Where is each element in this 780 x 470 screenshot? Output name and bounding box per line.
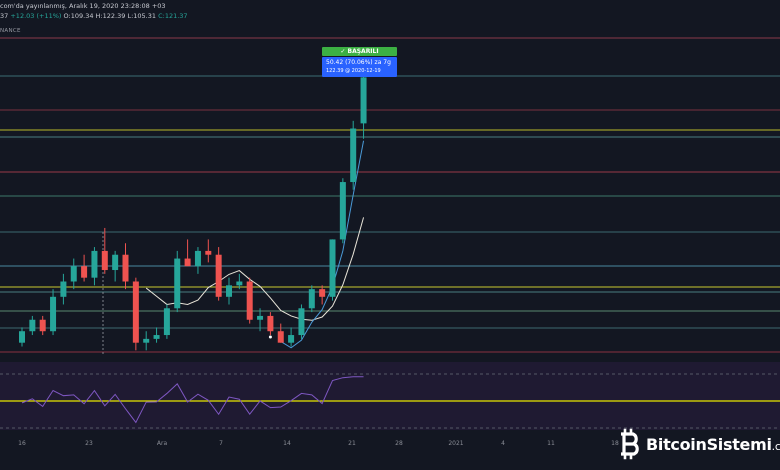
close-value: C:121.37 <box>158 12 188 20</box>
rsi-panel <box>0 362 780 430</box>
candle-body <box>122 254 129 282</box>
x-tick-label: 16 <box>18 440 26 447</box>
x-tick-label: 18 <box>611 440 619 447</box>
target-text: 122.39 @ 2020-12-19 <box>326 68 381 74</box>
candle-body <box>60 281 67 297</box>
candle-body <box>29 319 36 332</box>
candle-body <box>308 289 315 309</box>
x-tick-label: 7 <box>219 440 223 447</box>
entry-marker <box>268 335 272 339</box>
candle-body <box>350 128 357 183</box>
x-tick-label: 14 <box>283 440 291 447</box>
candle-body <box>360 77 367 124</box>
success-badge: ✓ BAŞARILI <box>322 47 397 56</box>
candle-body <box>226 285 232 297</box>
candle-body <box>112 254 119 271</box>
candle-body <box>153 335 160 339</box>
time-axis: 16 23 Ara 7 14 21 28 2021 4 11 18 <box>0 432 780 470</box>
candle-body <box>277 331 284 343</box>
candle-body <box>194 250 201 267</box>
candle-body <box>163 308 170 336</box>
candle-body <box>91 250 98 278</box>
candle-body <box>215 254 222 297</box>
candle-body <box>339 182 346 240</box>
ohlc-readout: 37 +12.03 (+11%) O:109.34 H:122.39 L:105… <box>0 12 188 20</box>
x-tick-label: 23 <box>85 440 93 447</box>
candle-body <box>19 331 25 343</box>
bitcoin-icon <box>621 428 639 460</box>
candle-body <box>329 239 336 297</box>
x-tick-label: 28 <box>395 440 403 447</box>
candle-body <box>81 266 88 278</box>
moving-average-line <box>145 217 365 321</box>
watermark-text: BitcoinSistemi.com <box>646 434 780 454</box>
gain-text: 50.42 (70.06%) za 7g <box>326 59 391 66</box>
x-tick-label: 2021 <box>448 440 464 447</box>
change-value: +12.03 (+11%) <box>10 12 62 20</box>
candle-body <box>205 250 212 255</box>
candle-body <box>70 266 77 282</box>
candle-body <box>184 258 191 267</box>
moving-average-line-2 <box>280 140 365 349</box>
x-tick-label: 11 <box>547 440 555 447</box>
candle-body <box>257 315 264 320</box>
candle-body <box>288 335 295 343</box>
x-tick-label: 4 <box>501 440 505 447</box>
candle-body <box>132 281 139 343</box>
publish-info: com'da yayınlanmış, Aralık 19, 2020 23:2… <box>0 2 166 10</box>
trade-info-box: 50.42 (70.06%) za 7g 122.39 @ 2020-12-19 <box>322 57 397 77</box>
candle-body <box>267 315 274 332</box>
x-tick-label: Ara <box>156 440 168 447</box>
rsi-line <box>21 376 364 424</box>
candle-body <box>143 338 150 343</box>
candle-body <box>101 250 108 271</box>
exchange-label: NANCE <box>0 28 21 34</box>
price-chart[interactable] <box>0 0 780 432</box>
candle-body <box>39 319 46 332</box>
watermark-logo: BitcoinSistemi.com <box>618 424 780 464</box>
candle-body <box>174 258 181 309</box>
candle-body <box>319 289 326 297</box>
candle-body <box>50 296 57 332</box>
candle-body <box>236 281 243 286</box>
x-tick-label: 21 <box>348 440 356 447</box>
candle-body <box>246 281 253 320</box>
candle-body <box>298 308 305 336</box>
